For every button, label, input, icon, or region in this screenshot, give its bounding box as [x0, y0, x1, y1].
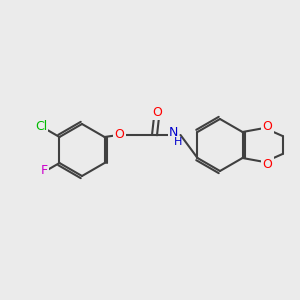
Text: O: O: [115, 128, 124, 142]
Text: O: O: [262, 158, 272, 170]
Text: F: F: [41, 164, 48, 177]
Text: N: N: [169, 127, 178, 140]
Text: O: O: [153, 106, 163, 118]
Text: O: O: [262, 119, 272, 133]
Text: H: H: [174, 137, 183, 147]
Text: Cl: Cl: [35, 119, 47, 133]
